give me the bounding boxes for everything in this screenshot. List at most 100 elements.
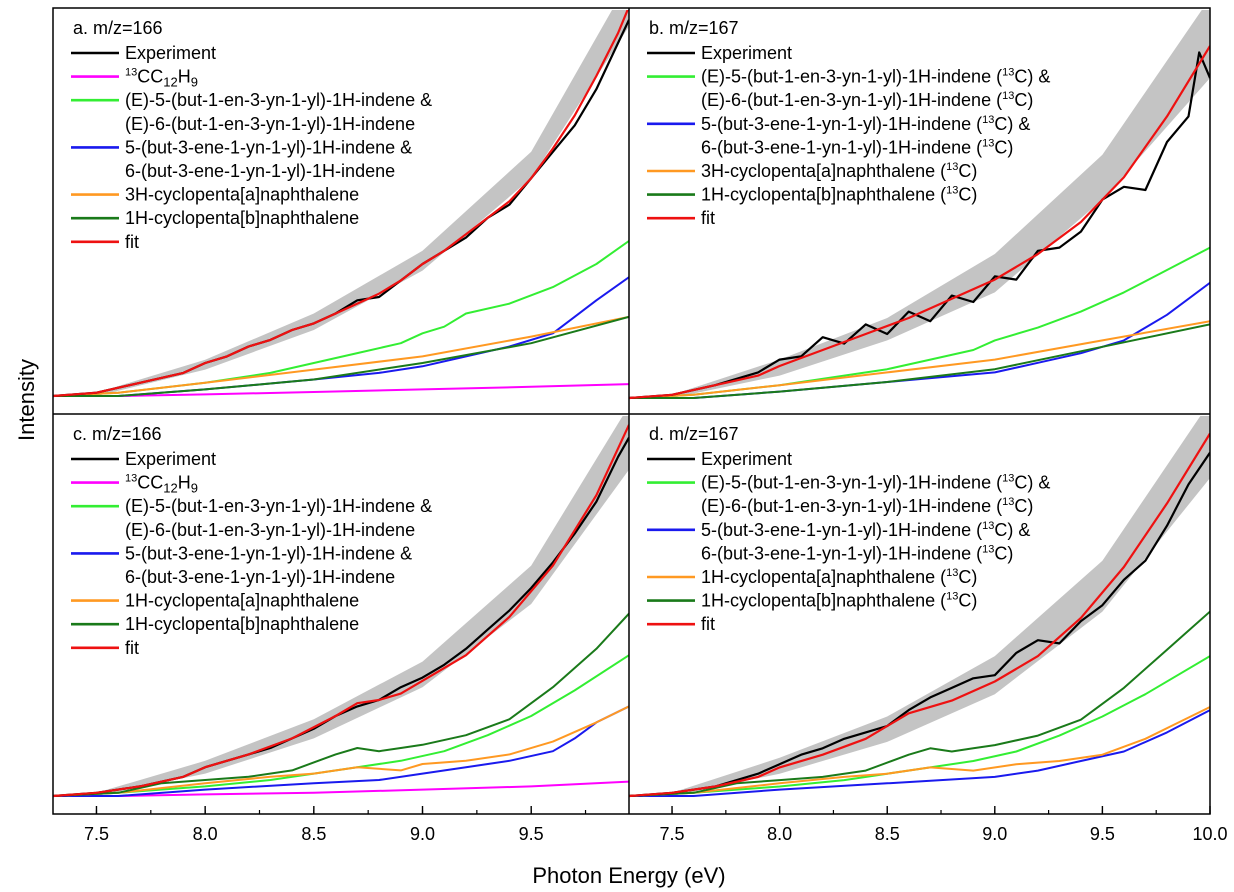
legend-label: (E)-6-(but-1-en-3-yn-1-yl)-1H-indene (13…: [701, 90, 1033, 110]
legend-label: (E)-5-(but-1-en-3-yn-1-yl)-1H-indene (13…: [701, 67, 1050, 87]
legend-entry-1h-cyclopenta-a-naphthalene: 1H-cyclopenta[a]naphthalene (13C): [647, 567, 977, 587]
panel-title: d. m/z=167: [649, 424, 739, 444]
series-5-but-3-ene-1-yn-1-yl-1h-indene: [53, 705, 629, 797]
legend-label: (E)-5-(but-1-en-3-yn-1-yl)-1H-indene &: [125, 90, 432, 110]
x-tick-label: 7.5: [84, 824, 109, 844]
legend-label: 1H-cyclopenta[b]naphthalene (13C): [701, 591, 977, 611]
legend-entry-experiment: Experiment: [71, 449, 216, 469]
series-fit: [629, 45, 1210, 400]
legend-label: 6-(but-3-ene-1-yn-1-yl)-1H-indene: [125, 567, 395, 587]
figure-frame: [52, 7, 1211, 815]
series-experiment: [629, 51, 1210, 400]
panel-a: a. m/z=166 Experiment 13CC12H9(E)-5-(but-1…: [53, 10, 629, 398]
legend-label: 6-(but-3-ene-1-yn-1-yl)-1H-indene (13C): [701, 543, 1013, 563]
legend-entry-5-but-3-ene-1-yn-1-yl-1h-indene: 5-(but-3-ene-1-yn-1-yl)-1H-indene (13C) …: [647, 520, 1030, 563]
legend-entry-fit: fit: [71, 232, 139, 252]
legend-label: Experiment: [125, 43, 216, 63]
legend-entry-fit: fit: [71, 638, 139, 658]
legend: Experiment 13CC12H9(E)-5-(but-1-en-3-yn-1…: [71, 449, 432, 658]
legend-label: 6-(but-3-ene-1-yn-1-yl)-1H-indene (13C): [701, 137, 1013, 157]
legend-entry-fit: fit: [647, 614, 715, 634]
series-1h-cyclopenta-a-naphthalene: [53, 705, 629, 797]
panel-c: c. m/z=166 Experiment 13CC12H9(E)-5-(but-1…: [53, 416, 629, 798]
legend: Experiment 13CC12H9(E)-5-(but-1-en-3-yn-1…: [71, 43, 432, 252]
x-axis-label: Photon Energy (eV): [532, 863, 725, 888]
legend-entry-e-5-but-1-en-3-yn-1-yl-1h-indene: (E)-5-(but-1-en-3-yn-1-yl)-1H-indene (13…: [647, 67, 1050, 110]
legend-label: 5-(but-3-ene-1-yn-1-yl)-1H-indene &: [125, 137, 412, 157]
legend-label: (E)-6-(but-1-en-3-yn-1-yl)-1H-indene: [125, 520, 415, 540]
panel-title: b. m/z=167: [649, 18, 739, 38]
legend-entry-13cc12h9: 13CC12H9: [71, 67, 198, 90]
x-axis: 7.5 8.0 8.5 9.0 9.5 7.5 8.0 8.5 9.0 9.5 10.0: [84, 806, 1228, 844]
legend-label: 5-(but-3-ene-1-yn-1-yl)-1H-indene &: [125, 543, 412, 563]
legend-entry-13cc12h9: 13CC12H9: [71, 473, 198, 496]
legend-entry-e-5-but-1-en-3-yn-1-yl-1h-indene: (E)-5-(but-1-en-3-yn-1-yl)-1H-indene & (E…: [71, 496, 432, 540]
experiment-uncertainty-band: [629, 416, 1210, 796]
legend-entry-1h-cyclopenta-b-naphthalene: 1H-cyclopenta[b]naphthalene (13C): [647, 185, 977, 205]
series-1h-cyclopenta-b-naphthalene: [629, 323, 1210, 399]
panels: a. m/z=166Experiment13CC12H9(E)-5-(but-1…: [53, 10, 1210, 798]
x-tick-label: 9.0: [410, 824, 435, 844]
series-fit: [629, 432, 1210, 798]
legend-label: 3H-cyclopenta[a]naphthalene: [125, 185, 359, 205]
legend-label: 1H-cyclopenta[a]naphthalene: [125, 591, 359, 611]
legend-label: Experiment: [125, 449, 216, 469]
x-tick-label: 7.5: [660, 824, 685, 844]
legend-label: 5-(but-3-ene-1-yn-1-yl)-1H-indene (13C) …: [701, 520, 1030, 540]
legend-entry-3h-cyclopenta-a-naphthalene: 3H-cyclopenta[a]naphthalene (13C): [647, 161, 977, 181]
legend-label: 6-(but-3-ene-1-yn-1-yl)-1H-indene: [125, 161, 395, 181]
legend-label: 1H-cyclopenta[b]naphthalene: [125, 614, 359, 634]
series-experiment: [629, 451, 1210, 798]
series-5-but-3-ene-1-yn-1-yl-1h-indene: [629, 709, 1210, 797]
legend-label: fit: [701, 208, 715, 228]
experiment-uncertainty-band: [629, 10, 1210, 398]
x-tick-label: 9.5: [519, 824, 544, 844]
x-tick-label: 9.5: [1090, 824, 1115, 844]
series-5-but-3-ene-1-yn-1-yl-1h-indene: [53, 276, 629, 397]
x-tick-label: 8.5: [301, 824, 326, 844]
panel-b: b. m/z=167 Experiment (E)-5-(but-1-en-3-yn…: [629, 10, 1210, 400]
legend-entry-1h-cyclopenta-a-naphthalene: 1H-cyclopenta[a]naphthalene: [71, 591, 359, 611]
series-1h-cyclopenta-b-naphthalene: [629, 610, 1210, 797]
series-1h-cyclopenta-b-naphthalene: [53, 315, 629, 397]
legend: Experiment (E)-5-(but-1-en-3-yn-1-yl)-1H-…: [647, 449, 1050, 634]
series-1h-cyclopenta-b-naphthalene: [53, 612, 629, 797]
plot-area: [629, 416, 1210, 798]
legend-label: 13CC12H9: [125, 67, 198, 90]
legend-entry-e-5-but-1-en-3-yn-1-yl-1h-indene: (E)-5-(but-1-en-3-yn-1-yl)-1H-indene & (E…: [71, 90, 432, 134]
legend-entry-e-5-but-1-en-3-yn-1-yl-1h-indene: (E)-5-(but-1-en-3-yn-1-yl)-1H-indene (13…: [647, 473, 1050, 516]
series-fit: [53, 424, 629, 798]
legend-label: (E)-5-(but-1-en-3-yn-1-yl)-1H-indene (13…: [701, 473, 1050, 493]
legend: Experiment (E)-5-(but-1-en-3-yn-1-yl)-1H-…: [647, 43, 1050, 228]
legend-entry-1h-cyclopenta-b-naphthalene: 1H-cyclopenta[b]naphthalene: [71, 614, 359, 634]
legend-label: (E)-6-(but-1-en-3-yn-1-yl)-1H-indene (13…: [701, 496, 1033, 516]
legend-entry-3h-cyclopenta-a-naphthalene: 3H-cyclopenta[a]naphthalene: [71, 185, 359, 205]
legend-label: Experiment: [701, 43, 792, 63]
legend-label: (E)-5-(but-1-en-3-yn-1-yl)-1H-indene &: [125, 496, 432, 516]
legend-entry-1h-cyclopenta-b-naphthalene: 1H-cyclopenta[b]naphthalene: [71, 208, 359, 228]
legend-entry-experiment: Experiment: [647, 449, 792, 469]
legend-label: 1H-cyclopenta[b]naphthalene: [125, 208, 359, 228]
legend-entry-5-but-3-ene-1-yn-1-yl-1h-indene: 5-(but-3-ene-1-yn-1-yl)-1H-indene (13C) …: [647, 114, 1030, 157]
x-tick-label: 8.0: [193, 824, 218, 844]
y-axis-label: Intensity: [14, 359, 39, 441]
legend-label: 1H-cyclopenta[a]naphthalene (13C): [701, 567, 977, 587]
x-tick-label: 10.0: [1192, 824, 1227, 844]
legend-entry-5-but-3-ene-1-yn-1-yl-1h-indene: 5-(but-3-ene-1-yn-1-yl)-1H-indene & 6-(bu…: [71, 543, 412, 587]
legend-entry-experiment: Experiment: [71, 43, 216, 63]
series-1h-cyclopenta-a-naphthalene: [629, 706, 1210, 797]
legend-label: 1H-cyclopenta[b]naphthalene (13C): [701, 185, 977, 205]
legend-label: fit: [125, 638, 139, 658]
series-e-5-but-1-en-3-yn-1-yl-1h-indene: [629, 655, 1210, 797]
plot-area: [629, 10, 1210, 400]
plot-area: [53, 10, 629, 398]
legend-label: fit: [125, 232, 139, 252]
legend-label: 13CC12H9: [125, 473, 198, 496]
legend-label: 3H-cyclopenta[a]naphthalene (13C): [701, 161, 977, 181]
legend-label: fit: [701, 614, 715, 634]
series-e-5-but-1-en-3-yn-1-yl-1h-indene: [53, 240, 629, 397]
panel-d: d. m/z=167 Experiment (E)-5-(but-1-en-3-yn…: [629, 416, 1210, 798]
series-3h-cyclopenta-a-naphthalene: [629, 320, 1210, 399]
legend-label: (E)-6-(but-1-en-3-yn-1-yl)-1H-indene: [125, 114, 415, 134]
legend-label: Experiment: [701, 449, 792, 469]
